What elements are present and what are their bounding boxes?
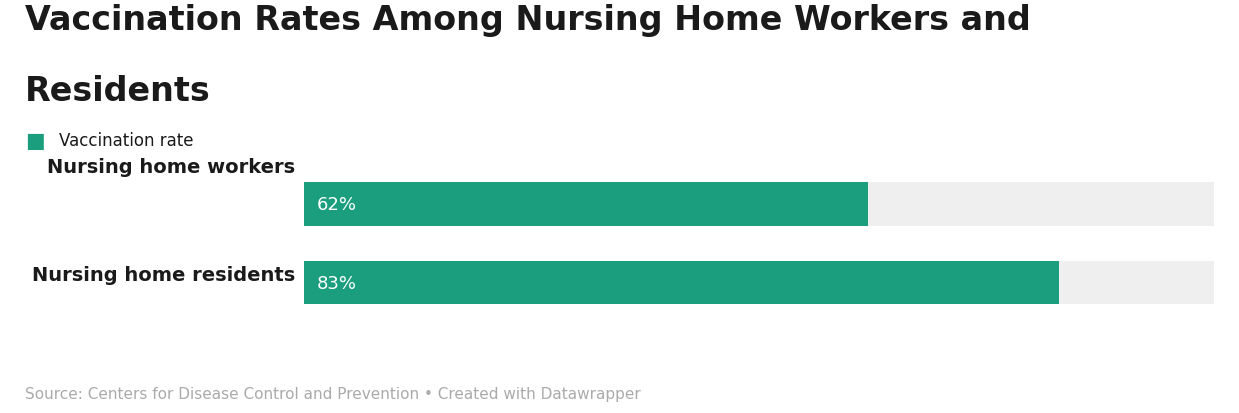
- Bar: [304, 261, 1214, 304]
- Text: Vaccination Rates Among Nursing Home Workers and: Vaccination Rates Among Nursing Home Wor…: [25, 4, 1031, 37]
- Text: 83%: 83%: [317, 274, 357, 292]
- Text: Residents: Residents: [25, 74, 211, 107]
- Text: Nursing home workers: Nursing home workers: [47, 158, 295, 177]
- Text: ■: ■: [25, 131, 45, 150]
- Bar: [304, 183, 1214, 226]
- Text: 62%: 62%: [317, 195, 357, 214]
- Text: Source: Centers for Disease Control and Prevention • Created with Datawrapper: Source: Centers for Disease Control and …: [25, 386, 641, 401]
- Text: Nursing home residents: Nursing home residents: [32, 265, 295, 284]
- Bar: [304, 261, 1059, 304]
- Text: Vaccination rate: Vaccination rate: [59, 131, 195, 150]
- Bar: [304, 183, 869, 226]
